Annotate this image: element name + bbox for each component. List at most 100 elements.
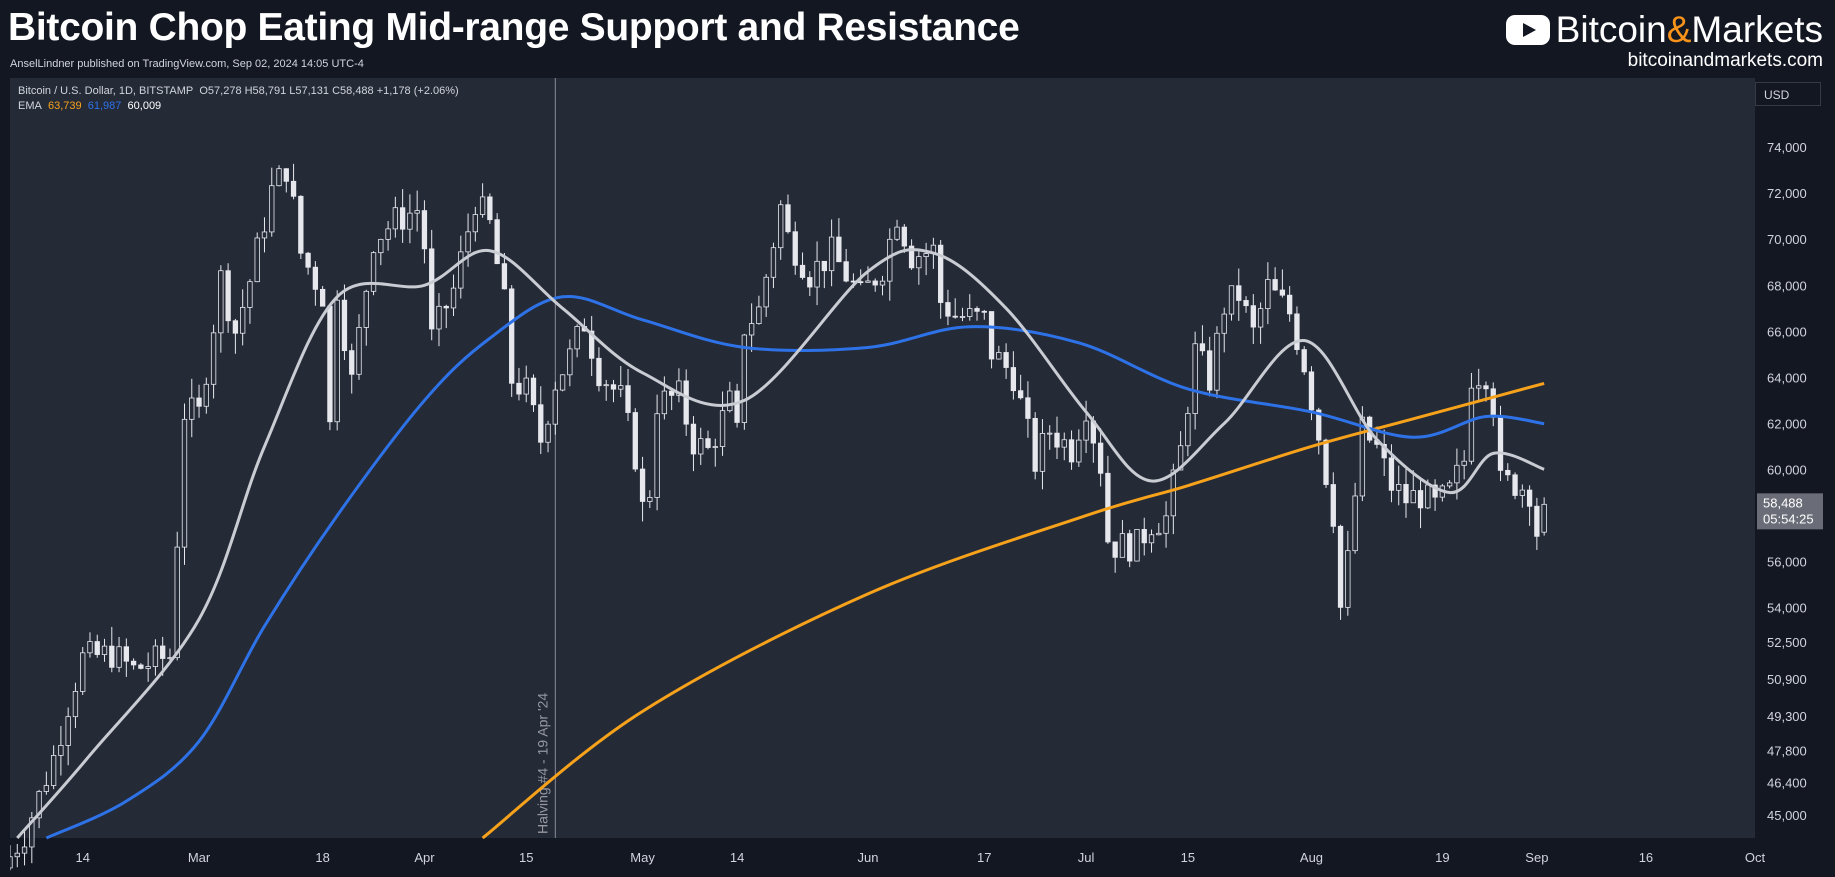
candle-body: [778, 204, 784, 249]
candle-body: [356, 327, 362, 375]
candle-body: [1003, 352, 1009, 368]
candle-body: [1352, 495, 1358, 552]
candle-body: [232, 320, 239, 334]
candle-body: [1425, 484, 1431, 509]
candle-body: [1156, 532, 1162, 536]
candle-body: [261, 231, 268, 239]
candle-body: [392, 207, 399, 230]
candle-body: [712, 446, 718, 448]
time-tick-label: Jun: [857, 850, 878, 865]
candle-body: [1534, 505, 1540, 537]
candle-body: [385, 228, 391, 240]
price-tick-label: 62,000: [1767, 416, 1807, 431]
candle-body: [807, 277, 813, 288]
ema-line-0: [481, 381, 1545, 840]
candle-body: [1068, 439, 1075, 463]
candle-body: [945, 302, 951, 317]
candle-body: [429, 248, 435, 330]
candle-body: [639, 468, 646, 502]
candle-body: [58, 745, 64, 756]
candle-body: [334, 299, 340, 423]
candle-body: [596, 357, 602, 387]
candle-body: [1461, 460, 1467, 466]
candle-body: [589, 330, 595, 359]
candle-body: [269, 185, 275, 233]
candle-body: [916, 256, 922, 269]
candle-body: [647, 497, 653, 502]
currency-selector[interactable]: USD: [1755, 82, 1821, 106]
ema-line-1: [45, 294, 1545, 840]
candle-body: [981, 310, 987, 313]
candle-body: [799, 264, 806, 278]
halving-marker-label: Halving #4 - 19 Apr '24: [534, 693, 550, 834]
candle-body: [988, 311, 995, 360]
candle-body: [1185, 413, 1191, 447]
candle-body: [1345, 550, 1351, 608]
candle-body: [283, 168, 289, 182]
candle-body: [1236, 285, 1242, 301]
candle-body: [1250, 305, 1256, 328]
time-tick-label: Apr: [414, 850, 435, 865]
candle-body: [160, 645, 166, 659]
candle-body: [734, 390, 740, 423]
time-tick-label: 14: [730, 850, 744, 865]
candle-body: [218, 270, 224, 334]
candle-body: [967, 308, 973, 317]
candle-body: [1163, 515, 1169, 534]
candle-body: [668, 390, 675, 396]
price-tick-label: 72,000: [1767, 186, 1807, 201]
candle-body: [908, 245, 915, 269]
candle-body: [676, 380, 682, 396]
candle-body: [719, 410, 726, 447]
candle-body: [1017, 390, 1024, 399]
candle-body: [145, 666, 151, 669]
page-title: Bitcoin Chop Eating Mid-range Support an…: [8, 6, 1020, 49]
candle-body: [1403, 484, 1409, 504]
candle-body: [174, 546, 180, 659]
candle-body: [1039, 432, 1046, 472]
candle-body: [1497, 416, 1504, 471]
candle-body: [574, 326, 580, 350]
candle-body: [247, 281, 253, 308]
candle-body: [487, 196, 493, 221]
candle-body: [632, 412, 638, 470]
candle-body: [276, 168, 282, 187]
price-chart[interactable]: Halving #4 - 19 Apr '24 45,000 46,400 47,80…: [10, 78, 1825, 874]
bar-countdown-label: 05:54:25: [1763, 511, 1814, 526]
last-price-label: 58,488: [1763, 495, 1803, 510]
candle-body: [923, 253, 929, 258]
price-tick-label: 45,000: [1767, 808, 1807, 823]
candle-body: [618, 385, 624, 390]
candle-body: [1519, 489, 1525, 496]
candle-body: [1032, 418, 1038, 472]
candle-body: [225, 270, 231, 322]
header: Bitcoin Chop Eating Mid-range Support an…: [0, 0, 1835, 78]
candle-body: [203, 383, 209, 407]
publisher-byline: AnselLindner published on TradingView.co…: [10, 58, 364, 70]
candle-body: [552, 389, 558, 425]
candle-body: [80, 652, 86, 692]
candle-body: [1337, 525, 1344, 608]
candle-body: [1228, 285, 1235, 315]
candle-body: [1294, 313, 1300, 350]
brand-name: Bitcoin&Markets: [1555, 9, 1823, 50]
candle-body: [1279, 289, 1286, 296]
candle-body: [14, 852, 20, 858]
candle-body: [1272, 279, 1278, 291]
candle-body: [436, 305, 442, 330]
candle-body: [29, 817, 35, 848]
candle-body: [123, 646, 129, 662]
candle-body: [1112, 541, 1118, 558]
candle-body: [1097, 442, 1104, 474]
time-tick-label: Jul: [1078, 850, 1095, 865]
price-tick-label: 47,800: [1767, 743, 1807, 758]
candle-body: [472, 214, 478, 233]
candle-body: [828, 236, 835, 272]
time-tick-label: 16: [1639, 850, 1653, 865]
time-tick-label: 14: [75, 850, 89, 865]
candle-body: [290, 180, 297, 197]
candle-body: [1512, 474, 1518, 496]
candle-body: [101, 645, 108, 655]
candle-body: [756, 306, 762, 325]
ema-label: EMA: [18, 100, 42, 112]
